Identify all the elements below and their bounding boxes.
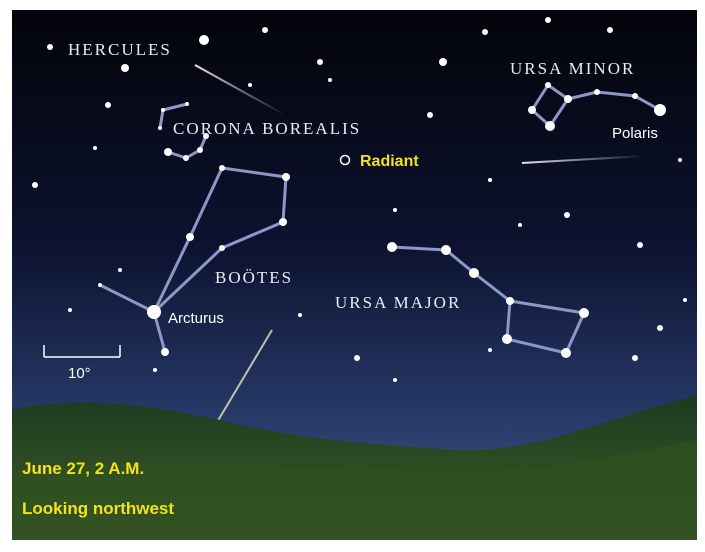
radiant-marker — [339, 154, 351, 166]
label: URSA MINOR — [510, 59, 635, 78]
meteors — [194, 64, 646, 435]
label: CORONA BOREALIS — [173, 119, 361, 138]
label: BOÖTES — [215, 268, 293, 287]
ground-front — [12, 440, 697, 540]
label: 10° — [68, 365, 91, 382]
caption: Looking northwest — [22, 499, 174, 518]
label: Radiant — [360, 153, 419, 170]
label: URSA MAJOR — [335, 293, 461, 312]
stars — [32, 17, 687, 382]
caption: June 27, 2 A.M. — [22, 459, 144, 478]
label: HERCULES — [68, 40, 172, 59]
label: Polaris — [612, 125, 658, 142]
label: Arcturus — [168, 310, 224, 327]
